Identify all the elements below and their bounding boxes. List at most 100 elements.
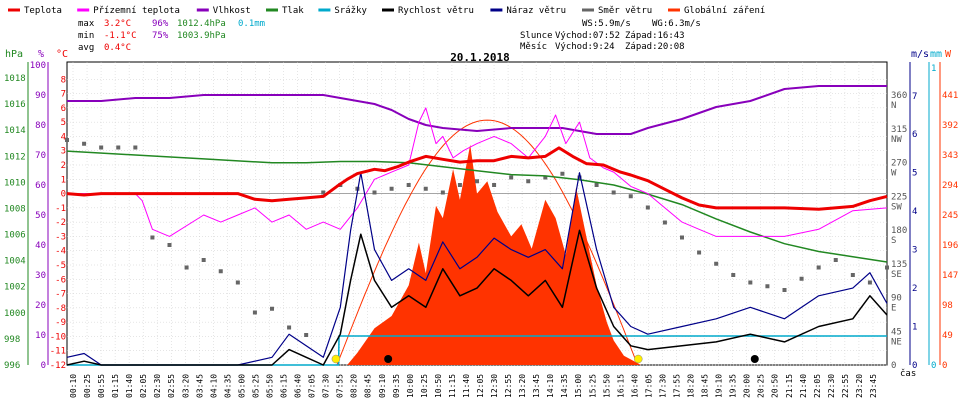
tick-pct: 50: [35, 211, 46, 221]
tick-hpa: 1010: [4, 178, 26, 188]
tick-hpa: 996: [4, 361, 20, 371]
tick-time: 02:55: [167, 374, 176, 398]
axis-ms: 7 6 5 4 3 2 1 0: [912, 92, 917, 371]
tick-dir-deg: 135: [891, 260, 907, 270]
tick-ms: 7: [912, 92, 917, 102]
wind-dir-point: [765, 284, 770, 289]
wind-dir-point: [167, 243, 172, 247]
tick-time: 14:35: [560, 374, 569, 398]
legend-label: Srážky: [334, 6, 367, 16]
stats-block: max 3.2°C 96% 1012.4hPa 0.1mm min -1.1°C…: [78, 19, 265, 53]
stats-min-press: 1003.9hPa: [177, 31, 226, 41]
wind-dir-point: [116, 145, 121, 150]
tick-hpa: 1002: [4, 283, 26, 293]
wind-dir-point: [65, 138, 69, 142]
tick-temp: 6: [61, 104, 66, 114]
wind-dir-point: [184, 265, 189, 270]
stats-avg-temp: 0.4°C: [104, 43, 131, 53]
tick-time: 15:25: [588, 374, 597, 398]
tick-hpa: 1012: [4, 152, 26, 162]
tick-temp: -7: [55, 290, 66, 300]
tick-time: 10:00: [406, 374, 415, 398]
tick-dir-deg: 270: [891, 159, 907, 169]
series-humidity: [67, 85, 887, 135]
tick-time: 06:40: [294, 374, 303, 398]
stats-min-hum: 75%: [152, 31, 169, 41]
series-ground-temp: [67, 107, 888, 237]
tick-time: 22:05: [813, 374, 822, 398]
tick-dir-deg: 315: [891, 125, 907, 135]
sun-set: Západ:16:43: [625, 31, 685, 41]
tick-pct: 70: [35, 151, 46, 161]
tick-time: 11:15: [448, 374, 457, 398]
series-radiation-theoretical: [336, 119, 639, 366]
wind-dir-point: [457, 183, 462, 187]
wind-wg: WG:6.3m/s: [652, 19, 701, 29]
tick-temp: -2: [55, 218, 66, 228]
axis-w: 441 392 343 294 245 196 147 98 49 0: [942, 91, 958, 371]
wind-dir-point: [850, 273, 855, 277]
tick-w: 245: [942, 211, 958, 221]
legend-label: Náraz větru: [506, 6, 566, 16]
stats-avg-label: avg: [78, 43, 94, 53]
tick-time: 07:05: [308, 374, 317, 398]
tick-dir-deg: 0: [891, 361, 896, 371]
wind-dir-point: [423, 186, 428, 191]
moon-rise: Východ:9:24: [555, 42, 615, 52]
tick-dir-deg: 180: [891, 226, 907, 236]
wind-dir-point: [577, 175, 582, 180]
tick-time: 18:45: [701, 374, 710, 398]
wind-dir-point: [201, 258, 206, 262]
stats-min-temp: -1.1°C: [104, 31, 137, 41]
wind-dir-point: [82, 141, 87, 146]
unit-hpa: hPa: [5, 49, 23, 60]
wind-dir-point: [748, 280, 753, 285]
axis-temp: 8 7 6 5 4 3 2 1 0 -1 -2 -3 -4 -5 -6 -7 -8 -9 -10 -11 -12: [50, 75, 66, 371]
tick-hpa: 1016: [4, 100, 26, 110]
wind-dir-point: [235, 280, 240, 285]
legend-label: Vlhkost: [213, 6, 251, 16]
tick-pct: 100: [30, 61, 46, 71]
tick-time: 06:15: [280, 374, 289, 398]
tick-time: 17:05: [644, 374, 653, 398]
moonset-marker: [750, 355, 759, 363]
tick-ms: 6: [912, 130, 917, 140]
sunset-marker: [634, 354, 643, 364]
tick-time: 17:55: [672, 374, 681, 398]
tick-w: 441: [942, 91, 958, 101]
wind-dir-point: [680, 235, 684, 240]
tick-temp: -10: [50, 332, 66, 342]
tick-time: 02:30: [153, 374, 162, 398]
tick-time: 21:15: [785, 374, 794, 398]
moonrise-marker: [384, 355, 393, 363]
wind-dir-point: [372, 190, 377, 195]
tick-temp: -11: [50, 347, 66, 357]
tick-temp: 5: [61, 118, 66, 128]
tick-time: 05:00: [237, 374, 246, 398]
sun-label: Slunce: [520, 31, 553, 41]
tick-dir-name: SE: [891, 270, 902, 280]
axis-mm: 10: [931, 64, 936, 371]
tick-time: 04:35: [223, 374, 232, 398]
wind-dir-point: [628, 194, 633, 199]
tick-temp: 4: [61, 132, 66, 142]
tick-pct: 40: [35, 241, 46, 251]
wind-dir-point: [133, 145, 138, 150]
tick-time: 15:50: [602, 374, 611, 398]
wind-dir-point: [304, 333, 309, 337]
tick-time: 13:45: [532, 374, 541, 398]
tick-time: 11:40: [462, 374, 471, 398]
plot-area: [65, 85, 889, 366]
tick-temp: -3: [55, 232, 66, 242]
wind-dir-point: [218, 269, 223, 274]
series-temperature: [66, 146, 888, 211]
tick-time: 04:10: [209, 374, 218, 398]
legend-label: Rychlost větru: [398, 6, 474, 16]
tick-temp: 7: [61, 90, 66, 100]
legend: Teplota Přízemní teplota Vlhkost Tlak Srážky…: [8, 6, 765, 16]
stats-max-temp: 3.2°C: [104, 19, 131, 29]
tick-time: 12:30: [490, 374, 499, 398]
tick-temp: -12: [50, 361, 66, 371]
tick-dir-deg: 45: [891, 327, 902, 337]
